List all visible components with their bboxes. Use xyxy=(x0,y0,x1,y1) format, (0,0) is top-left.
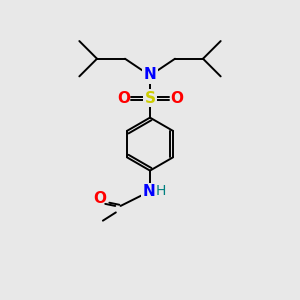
Text: N: N xyxy=(144,68,156,82)
Text: O: O xyxy=(170,91,183,106)
Text: O: O xyxy=(117,91,130,106)
Text: O: O xyxy=(93,191,106,206)
Text: N: N xyxy=(142,184,155,199)
Text: S: S xyxy=(145,91,155,106)
Text: H: H xyxy=(156,184,166,198)
